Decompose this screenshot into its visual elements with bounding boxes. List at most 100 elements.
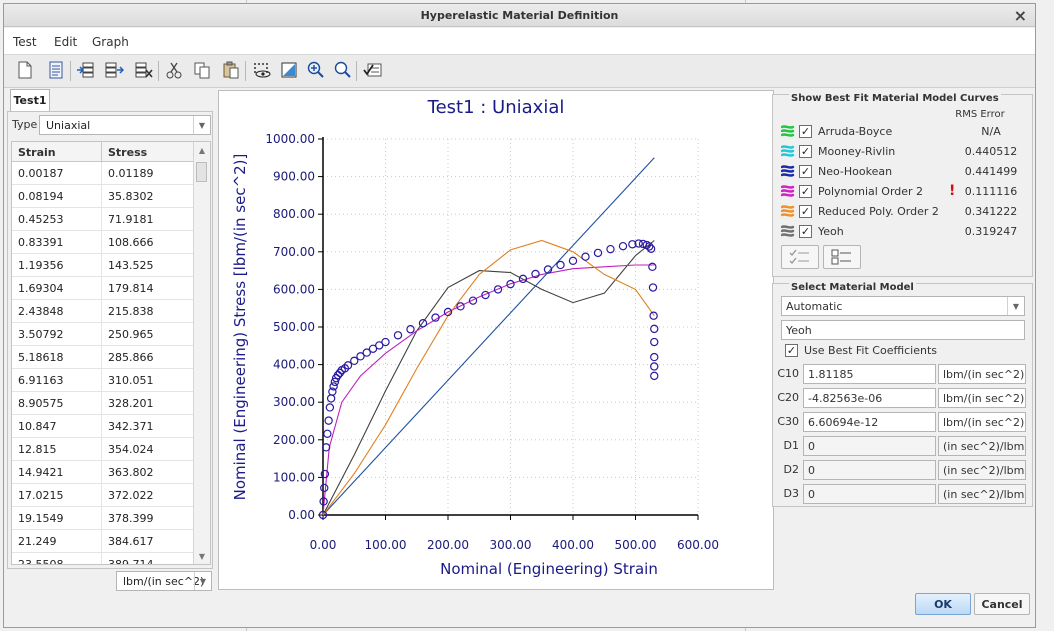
cell-stress: 179.814	[108, 282, 154, 295]
chevron-down-icon[interactable]: ▼	[194, 572, 211, 590]
coefficient-value-field[interactable]: 0	[803, 484, 936, 504]
model-mode-select[interactable]: Automatic ▼	[781, 296, 1025, 316]
paste-icon[interactable]	[220, 59, 242, 81]
table-row[interactable]: 14.9421 363.802	[12, 461, 195, 484]
coefficient-value-field[interactable]: 6.60694e-12	[803, 412, 936, 432]
chevron-down-icon[interactable]: ▼	[1007, 297, 1024, 315]
new-icon[interactable]	[14, 59, 36, 81]
model-rms-error: 0.341222	[964, 205, 1018, 218]
table-row[interactable]: 0.08194 35.8302	[12, 185, 195, 208]
table-row[interactable]: 5.18618 285.866	[12, 346, 195, 369]
table-row[interactable]: 2.43848 215.838	[12, 300, 195, 323]
data-point	[321, 443, 331, 452]
table-row[interactable]: 0.45253 71.9181	[12, 208, 195, 231]
coefficient-value-field[interactable]: -4.82563e-06	[803, 388, 936, 408]
table-row[interactable]: 1.69304 179.814	[12, 277, 195, 300]
coefficient-value-field[interactable]: 0	[803, 436, 936, 456]
export-icon[interactable]	[103, 59, 125, 81]
type-select[interactable]: Uniaxial ▼	[39, 115, 211, 135]
window-title: Hyperelastic Material Definition	[420, 9, 619, 22]
delete-icon[interactable]	[133, 59, 155, 81]
model-checkbox[interactable]: ✓	[799, 185, 812, 198]
chevron-down-icon[interactable]: ▼	[193, 116, 210, 134]
toolbar-separator	[70, 61, 71, 81]
data-point	[443, 307, 453, 317]
model-checkbox[interactable]: ✓	[799, 225, 812, 238]
data-point	[393, 331, 403, 340]
cancel-button[interactable]: Cancel	[974, 593, 1030, 615]
data-point	[362, 348, 371, 357]
menu-graph[interactable]: Graph	[92, 35, 129, 49]
model-checkbox[interactable]: ✓	[799, 165, 812, 178]
x-tick-label: 0.00	[310, 538, 337, 552]
data-point	[406, 325, 415, 334]
fit-icon[interactable]	[278, 59, 300, 81]
model-checkbox[interactable]: ✓	[799, 145, 812, 158]
menu-edit[interactable]: Edit	[54, 35, 78, 49]
curve-color-icon	[781, 225, 795, 237]
zoom-in-icon[interactable]	[305, 59, 327, 81]
column-header-stress[interactable]: Stress	[108, 146, 148, 159]
coefficient-label: C20	[777, 391, 799, 404]
stress-unit-select[interactable]: lbm/(in sec^2) ▼	[116, 571, 212, 591]
table-header: Strain Stress	[12, 142, 195, 162]
table-row[interactable]: 1.19356 143.525	[12, 254, 195, 277]
model-checkbox[interactable]: ✓	[799, 125, 812, 138]
scrollbar-thumb[interactable]	[196, 162, 207, 182]
chart-canvas: 0.00 100.00 200.00 300.00 400.00 500.00 600.00…	[231, 97, 719, 578]
uncheck-all-button[interactable]	[823, 245, 861, 269]
coefficient-unit-field: (in sec^2)/lbm	[938, 460, 1026, 480]
table-row[interactable]: 19.1549 378.399	[12, 507, 195, 530]
check-all-button[interactable]	[781, 245, 819, 269]
table-row[interactable]: 17.0215 372.022	[12, 484, 195, 507]
data-point	[468, 296, 478, 305]
use-best-fit-checkbox[interactable]: ✓	[785, 344, 798, 357]
cell-stress: 363.802	[108, 466, 154, 479]
data-point	[329, 382, 338, 391]
table-row[interactable]: 3.50792 250.965	[12, 323, 195, 346]
table-row[interactable]: 21.249 384.617	[12, 530, 195, 553]
cell-strain: 14.9421	[18, 466, 64, 479]
table-row[interactable]: 23.5508 389.714	[12, 553, 195, 564]
y-axis-label: Nominal (Engineering) Stress [lbm/(in se…	[231, 154, 249, 501]
table-row[interactable]: 12.815 354.024	[12, 438, 195, 461]
show-points-icon[interactable]	[251, 59, 273, 81]
cell-strain: 1.69304	[18, 282, 64, 295]
y-tick-label: 300.00	[273, 395, 315, 409]
zoom-icon[interactable]	[332, 59, 354, 81]
material-model-field[interactable]: Yeoh	[781, 320, 1025, 340]
model-name: Reduced Poly. Order 2	[818, 205, 939, 218]
uniaxial-chart: 0.00 100.00 200.00 300.00 400.00 500.00 600.00…	[218, 90, 774, 590]
coefficient-value-field[interactable]: 0	[803, 460, 936, 480]
scroll-down-icon[interactable]: ▼	[198, 551, 206, 561]
cell-strain: 5.18618	[18, 351, 64, 364]
scroll-up-icon[interactable]: ▲	[198, 145, 206, 155]
import-icon[interactable]	[75, 59, 97, 81]
close-icon[interactable]: ×	[1013, 6, 1027, 25]
table-row[interactable]: 0.83391 108.666	[12, 231, 195, 254]
tab-test1[interactable]: Test1	[10, 89, 50, 112]
coefficient-unit-field: (in sec^2)/lbm	[938, 436, 1026, 456]
cell-stress: 35.8302	[108, 190, 154, 203]
column-header-strain[interactable]: Strain	[18, 146, 56, 159]
curve-color-icon	[781, 145, 795, 157]
series-line	[322, 157, 655, 516]
cut-icon[interactable]	[163, 59, 185, 81]
x-tick-label: 400.00	[552, 538, 594, 552]
cell-strain: 21.249	[18, 535, 57, 548]
ok-button[interactable]: OK	[915, 593, 971, 615]
properties-icon[interactable]	[45, 59, 67, 81]
coefficient-value-field[interactable]: 1.81185	[803, 364, 936, 384]
table-row[interactable]: 0.00187 0.01189	[12, 162, 195, 185]
data-point	[648, 262, 657, 272]
table-row[interactable]: 10.847 342.371	[12, 415, 195, 438]
model-checkbox[interactable]: ✓	[799, 205, 812, 218]
copy-icon[interactable]	[191, 59, 213, 81]
x-tick-label: 600.00	[677, 538, 719, 552]
table-row[interactable]: 6.91163 310.051	[12, 369, 195, 392]
table-scrollbar[interactable]: ▲ ▼	[193, 142, 210, 564]
data-point	[628, 240, 637, 249]
menu-test[interactable]: Test	[13, 35, 37, 49]
table-row[interactable]: 8.90575 328.201	[12, 392, 195, 415]
check-icon[interactable]	[362, 59, 384, 81]
